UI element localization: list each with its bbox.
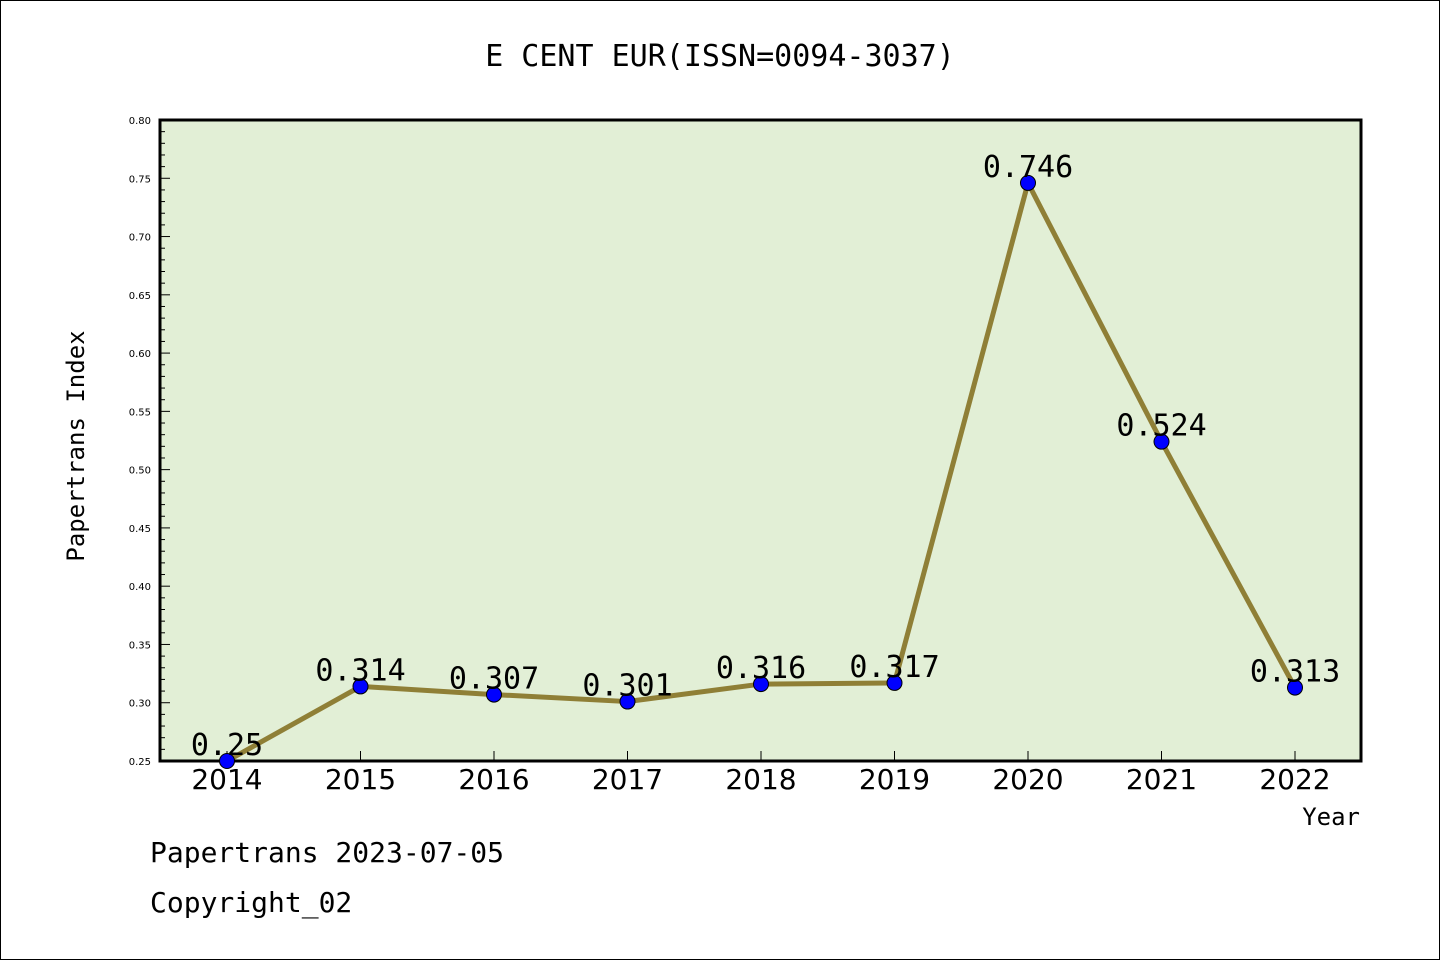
data-point xyxy=(1020,174,1036,191)
chart-title: E CENT EUR(ISSN=0094-3037) xyxy=(485,39,955,74)
data-label: 0.746 xyxy=(983,150,1073,185)
data-point xyxy=(1153,433,1170,450)
data-point xyxy=(486,686,502,703)
y-axis: 0.25 0.30 0.35 0.40 0.45 0.50 0.55 0.60 0.65 0.70… xyxy=(129,116,170,768)
y-tick-label: 0.35 xyxy=(129,640,151,651)
data-label: 0.314 xyxy=(315,653,405,688)
data-label: 0.524 xyxy=(1116,409,1206,444)
data-point xyxy=(1287,679,1303,696)
data-point xyxy=(619,693,636,710)
x-tick-label: 2015 xyxy=(325,763,396,796)
footer-date: Papertrans 2023-07-05 xyxy=(150,836,505,869)
y-tick-label: 0.60 xyxy=(129,349,151,360)
data-point xyxy=(219,753,235,769)
x-tick-label: 2022 xyxy=(1259,763,1330,796)
data-point xyxy=(352,678,369,695)
data-label: 0.25 xyxy=(191,728,263,763)
y-tick-label: 0.80 xyxy=(129,116,151,127)
data-label: 0.301 xyxy=(582,669,672,704)
x-axis-label: Year xyxy=(1302,803,1360,831)
x-tick-label: 2018 xyxy=(725,763,796,796)
data-point xyxy=(886,674,903,691)
data-label: 0.317 xyxy=(849,650,939,685)
data-labels: 0.25 0.314 0.307 0.301 0.316 0.317 0.746 0.524 0… xyxy=(191,150,1340,763)
y-tick-label: 0.55 xyxy=(129,407,151,418)
data-label: 0.313 xyxy=(1250,655,1340,690)
y-tick-label: 0.45 xyxy=(129,524,151,535)
y-tick-label: 0.65 xyxy=(129,291,151,302)
data-label: 0.307 xyxy=(449,662,539,697)
y-axis-label: Papertrans Index xyxy=(62,330,90,561)
data-point xyxy=(753,676,769,693)
x-tick-label: 2020 xyxy=(992,763,1063,796)
x-tick-label: 2019 xyxy=(859,763,930,796)
footer-copyright: Copyright_02 xyxy=(150,886,353,919)
x-tick-label: 2021 xyxy=(1126,763,1197,796)
y-tick-label: 0.40 xyxy=(129,582,151,593)
y-tick-label: 0.30 xyxy=(129,699,151,710)
y-tick-label: 0.70 xyxy=(129,233,151,244)
x-axis: 2014 2015 2016 2017 2018 2019 2020 2021 2022 xyxy=(191,751,1331,796)
x-tick-label: 2017 xyxy=(592,763,663,796)
x-tick-label: 2016 xyxy=(458,763,529,796)
data-label: 0.316 xyxy=(716,651,806,686)
y-tick-label: 0.50 xyxy=(129,466,151,477)
series-papertrans-index xyxy=(219,174,1303,769)
y-tick-label: 0.75 xyxy=(129,174,151,185)
y-tick-label: 0.25 xyxy=(129,757,151,768)
